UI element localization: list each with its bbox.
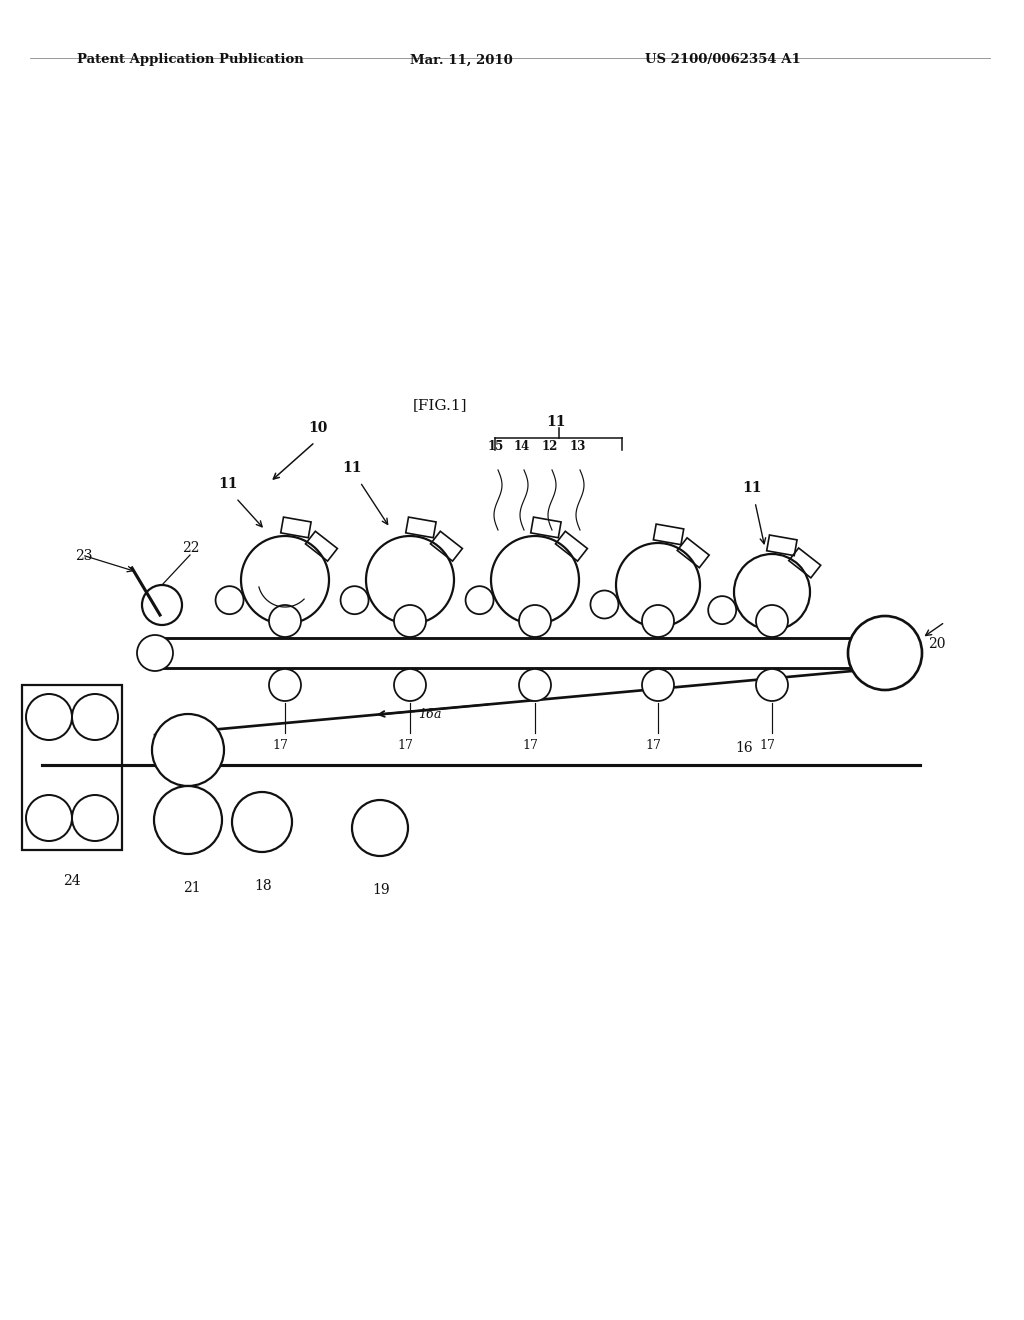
- Circle shape: [734, 554, 810, 630]
- Text: 16a: 16a: [418, 708, 441, 721]
- Circle shape: [154, 785, 222, 854]
- Circle shape: [642, 669, 674, 701]
- Bar: [281, 517, 311, 537]
- Text: 17: 17: [759, 739, 775, 752]
- Text: 18: 18: [254, 879, 271, 894]
- Circle shape: [756, 669, 788, 701]
- Text: 19: 19: [372, 883, 389, 898]
- Text: 20: 20: [928, 638, 945, 651]
- Circle shape: [394, 669, 426, 701]
- Circle shape: [26, 694, 72, 741]
- Text: 23: 23: [75, 549, 92, 564]
- Bar: [555, 531, 588, 561]
- Text: 12: 12: [542, 440, 558, 453]
- Text: 14: 14: [514, 440, 530, 453]
- Circle shape: [232, 792, 292, 851]
- Bar: [530, 517, 561, 537]
- Text: 11: 11: [547, 414, 566, 429]
- Circle shape: [341, 586, 369, 614]
- Circle shape: [269, 605, 301, 638]
- Bar: [22, 685, 122, 850]
- Text: 21: 21: [183, 880, 201, 895]
- Text: 10: 10: [308, 421, 328, 436]
- Circle shape: [756, 605, 788, 638]
- Bar: [788, 548, 820, 578]
- Text: 13: 13: [570, 440, 587, 453]
- Text: 11: 11: [218, 477, 238, 491]
- Text: 11: 11: [742, 480, 762, 495]
- Circle shape: [142, 585, 182, 624]
- Circle shape: [366, 536, 454, 624]
- Bar: [406, 517, 436, 537]
- Circle shape: [241, 536, 329, 624]
- Text: 17: 17: [272, 739, 288, 752]
- Circle shape: [519, 669, 551, 701]
- Text: [FIG.1]: [FIG.1]: [413, 399, 467, 412]
- Circle shape: [394, 605, 426, 638]
- Text: 17: 17: [397, 739, 413, 752]
- Circle shape: [72, 694, 118, 741]
- Text: 24: 24: [63, 874, 81, 888]
- Bar: [767, 535, 797, 556]
- Circle shape: [72, 795, 118, 841]
- Bar: [677, 537, 710, 568]
- Circle shape: [591, 590, 618, 619]
- Text: Patent Application Publication: Patent Application Publication: [77, 53, 303, 66]
- Bar: [305, 531, 337, 561]
- Circle shape: [709, 597, 736, 624]
- Circle shape: [466, 586, 494, 614]
- Text: 11: 11: [342, 461, 361, 475]
- Circle shape: [616, 543, 700, 627]
- Text: 17: 17: [522, 739, 538, 752]
- Circle shape: [152, 714, 224, 785]
- Circle shape: [642, 605, 674, 638]
- Circle shape: [269, 669, 301, 701]
- Text: 22: 22: [182, 541, 200, 554]
- Circle shape: [216, 586, 244, 614]
- Circle shape: [848, 616, 922, 690]
- Text: 17: 17: [645, 739, 660, 752]
- Text: US 2100/0062354 A1: US 2100/0062354 A1: [645, 53, 801, 66]
- Text: 15: 15: [488, 440, 504, 453]
- Circle shape: [519, 605, 551, 638]
- Circle shape: [490, 536, 579, 624]
- Circle shape: [137, 635, 173, 671]
- Bar: [430, 531, 463, 561]
- Bar: [653, 524, 684, 545]
- Circle shape: [26, 795, 72, 841]
- Text: 16: 16: [735, 741, 753, 755]
- Circle shape: [352, 800, 408, 855]
- Text: Mar. 11, 2010: Mar. 11, 2010: [410, 53, 512, 66]
